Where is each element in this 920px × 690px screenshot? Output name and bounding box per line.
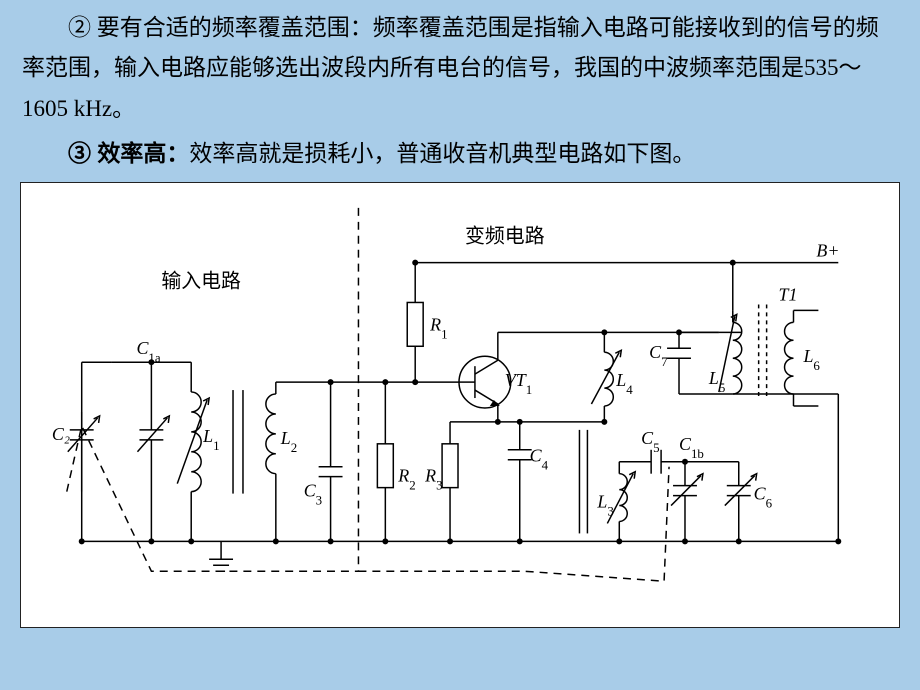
label-l3: L3 (596, 492, 613, 518)
para2-bold: ③ 效率高： (68, 140, 189, 166)
label-l1: L1 (202, 426, 219, 453)
para2-rest: 效率高就是损耗小，普通收音机典型电路如下图。 (189, 141, 695, 166)
label-bplus: B+ (816, 241, 839, 261)
label-c3: C3 (304, 481, 322, 508)
paragraph-1: ② 要有合适的频率覆盖范围：频率覆盖范围是指输入电路可能接收到的信号的频率范围，… (22, 8, 898, 129)
label-r3: R3 (424, 466, 442, 493)
label-c2: C₂ (52, 424, 70, 444)
label-l4: L4 (615, 370, 633, 397)
label-c7: C7 (649, 342, 668, 369)
label-c6: C6 (754, 484, 773, 511)
label-c4: C4 (530, 446, 549, 473)
label-r1: R1 (429, 314, 447, 341)
label-input-section: 输入电路 (161, 270, 241, 293)
label-l6: L6 (802, 346, 820, 373)
label-t1: T1 (779, 284, 798, 304)
paragraph-2: ③ 效率高：效率高就是损耗小，普通收音机典型电路如下图。 (22, 133, 898, 174)
label-r2: R2 (397, 466, 415, 493)
label-c1a: C1a (136, 338, 160, 365)
label-freq-section: 变频电路 (465, 225, 545, 248)
circuit-diagram: 输入电路 变频电路 C₂ C1a L1 (20, 182, 900, 628)
label-c1b: C1b (679, 434, 704, 461)
body-text: ② 要有合适的频率覆盖范围：频率覆盖范围是指输入电路可能接收到的信号的频率范围，… (0, 0, 920, 176)
label-l2: L2 (280, 428, 297, 455)
circuit-svg: 输入电路 变频电路 C₂ C1a L1 (21, 183, 899, 627)
